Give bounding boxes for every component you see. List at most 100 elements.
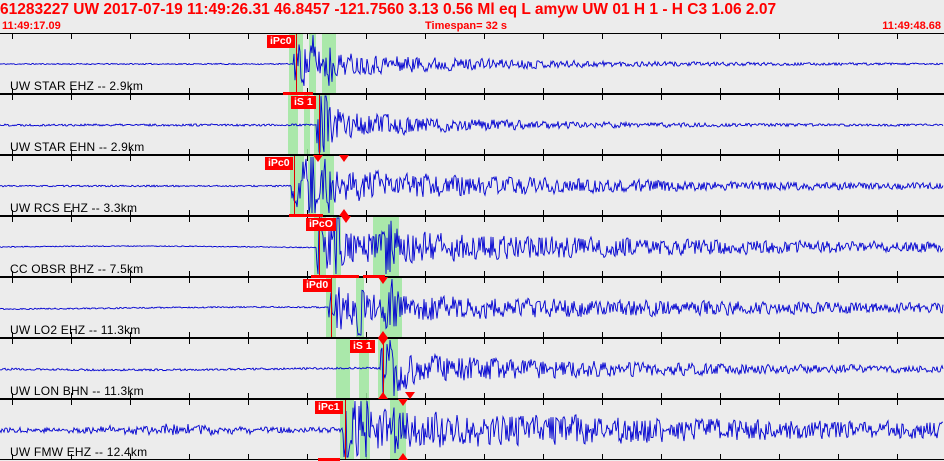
header: 61283227 UW 2017-07-19 11:49:26.31 46.84… bbox=[0, 0, 944, 34]
axis-tick bbox=[543, 210, 544, 215]
axis-tick bbox=[484, 88, 485, 93]
axis-tick bbox=[661, 217, 662, 222]
axis-tick bbox=[661, 278, 662, 283]
axis-tick bbox=[897, 149, 898, 154]
axis-tick bbox=[779, 271, 780, 276]
axis-tick bbox=[543, 88, 544, 93]
pick-label[interactable]: iPc0 bbox=[265, 157, 293, 170]
amplitude-marker-down-icon bbox=[398, 399, 408, 406]
axis-line-bottom bbox=[0, 154, 944, 155]
axis-tick bbox=[71, 149, 72, 154]
axis-tick bbox=[661, 149, 662, 154]
axis-tick bbox=[602, 95, 603, 100]
axis-tick bbox=[130, 339, 131, 344]
axis-tick bbox=[779, 156, 780, 161]
axis-tick bbox=[130, 210, 131, 215]
pick-label[interactable]: iS 1 bbox=[350, 340, 375, 353]
axis-tick bbox=[425, 400, 426, 405]
trace-panel[interactable]: iS 1 UW STAR EHN -- 2.9km bbox=[0, 94, 944, 155]
trace-panel[interactable]: iPc1 UW FMW EHZ -- 12.4km bbox=[0, 399, 944, 461]
axis-tick bbox=[248, 339, 249, 344]
axis-tick bbox=[897, 95, 898, 100]
axis-tick bbox=[543, 271, 544, 276]
waveform-trace bbox=[0, 278, 944, 337]
axis-tick bbox=[307, 88, 308, 93]
axis-tick bbox=[661, 454, 662, 459]
channel-label: UW LON BHN -- 11.3km bbox=[10, 384, 144, 398]
axis-tick bbox=[897, 454, 898, 459]
duration-bar bbox=[311, 275, 359, 278]
axis-tick bbox=[189, 156, 190, 161]
axis-tick bbox=[602, 217, 603, 222]
axis-tick bbox=[307, 339, 308, 344]
axis-line-top bbox=[0, 399, 944, 400]
axis-tick bbox=[897, 217, 898, 222]
axis-tick bbox=[779, 34, 780, 39]
pick-label[interactable]: iPc1 bbox=[315, 401, 343, 414]
waveform-trace bbox=[0, 95, 944, 153]
pick-time-line bbox=[345, 400, 346, 459]
axis-tick bbox=[189, 278, 190, 283]
pick-label[interactable]: iPcO bbox=[306, 218, 336, 231]
axis-tick bbox=[307, 400, 308, 405]
event-header-line: 61283227 UW 2017-07-19 11:49:26.31 46.84… bbox=[0, 1, 777, 18]
pick-time-line bbox=[319, 217, 320, 276]
axis-tick bbox=[602, 271, 603, 276]
axis-tick bbox=[484, 271, 485, 276]
axis-tick bbox=[189, 454, 190, 459]
axis-tick bbox=[130, 278, 131, 283]
trace-panel[interactable]: iS 1 UW LON BHN -- 11.3km bbox=[0, 338, 944, 399]
axis-tick bbox=[189, 149, 190, 154]
axis-tick bbox=[484, 210, 485, 215]
axis-tick bbox=[189, 34, 190, 39]
trace-panel[interactable]: iPc0 UW STAR EHZ -- 2.9km bbox=[0, 33, 944, 95]
axis-tick bbox=[307, 393, 308, 398]
axis-tick bbox=[602, 332, 603, 337]
axis-tick bbox=[543, 278, 544, 283]
amplitude-marker-down-icon bbox=[339, 155, 349, 162]
axis-tick bbox=[248, 278, 249, 283]
axis-tick bbox=[366, 332, 367, 337]
axis-tick bbox=[779, 332, 780, 337]
coda-window-band bbox=[308, 156, 316, 215]
axis-tick bbox=[248, 393, 249, 398]
duration-bar bbox=[363, 275, 385, 278]
axis-tick bbox=[189, 339, 190, 344]
axis-line-top bbox=[0, 94, 944, 95]
axis-tick bbox=[12, 149, 13, 154]
trace-panel[interactable]: iPcO CC OBSR BHZ -- 7.5km bbox=[0, 216, 944, 278]
axis-tick bbox=[838, 339, 839, 344]
pick-label[interactable]: iPd0 bbox=[303, 279, 332, 292]
axis-tick bbox=[720, 278, 721, 283]
axis-tick bbox=[307, 210, 308, 215]
axis-tick bbox=[189, 400, 190, 405]
axis-tick bbox=[130, 88, 131, 93]
axis-tick bbox=[248, 156, 249, 161]
axis-tick bbox=[838, 217, 839, 222]
axis-tick bbox=[543, 95, 544, 100]
axis-tick bbox=[189, 95, 190, 100]
axis-tick bbox=[366, 149, 367, 154]
axis-tick bbox=[425, 149, 426, 154]
amplitude-marker-up-icon bbox=[398, 453, 408, 460]
pick-label[interactable]: iS 1 bbox=[291, 96, 316, 109]
axis-tick bbox=[248, 88, 249, 93]
amplitude-marker-down-icon bbox=[405, 392, 415, 399]
axis-tick bbox=[248, 149, 249, 154]
axis-tick bbox=[602, 278, 603, 283]
pick-label[interactable]: iPc0 bbox=[267, 35, 295, 48]
axis-tick bbox=[12, 271, 13, 276]
trace-panel[interactable]: iPd0 UW LO2 EHZ -- 11.3km bbox=[0, 277, 944, 338]
axis-line-bottom bbox=[0, 276, 944, 277]
axis-tick bbox=[779, 278, 780, 283]
amplitude-marker-down-icon bbox=[378, 338, 388, 345]
axis-tick bbox=[248, 454, 249, 459]
coda-window-band bbox=[356, 278, 364, 337]
axis-tick bbox=[425, 393, 426, 398]
axis-tick bbox=[366, 210, 367, 215]
pick-time-line bbox=[383, 339, 384, 398]
axis-tick bbox=[779, 393, 780, 398]
trace-panel[interactable]: iPc0 UW RCS EHZ -- 3.3km bbox=[0, 155, 944, 217]
axis-tick bbox=[543, 217, 544, 222]
